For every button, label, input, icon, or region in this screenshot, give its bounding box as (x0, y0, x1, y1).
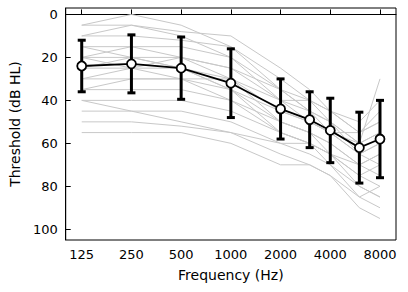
svg-text:4000: 4000 (314, 247, 347, 262)
svg-text:20: 20 (41, 50, 58, 65)
svg-text:1000: 1000 (214, 247, 247, 262)
svg-text:80: 80 (41, 179, 58, 194)
svg-text:0: 0 (49, 7, 57, 22)
svg-text:60: 60 (41, 136, 58, 151)
svg-text:Frequency (Hz): Frequency (Hz) (178, 267, 284, 283)
svg-text:8000: 8000 (363, 247, 396, 262)
svg-text:2000: 2000 (264, 247, 297, 262)
svg-text:250: 250 (119, 247, 144, 262)
svg-text:500: 500 (169, 247, 194, 262)
svg-text:40: 40 (41, 93, 58, 108)
svg-text:100: 100 (33, 222, 58, 237)
svg-text:125: 125 (69, 247, 94, 262)
svg-text:Threshold (dB HL): Threshold (dB HL) (7, 61, 23, 188)
